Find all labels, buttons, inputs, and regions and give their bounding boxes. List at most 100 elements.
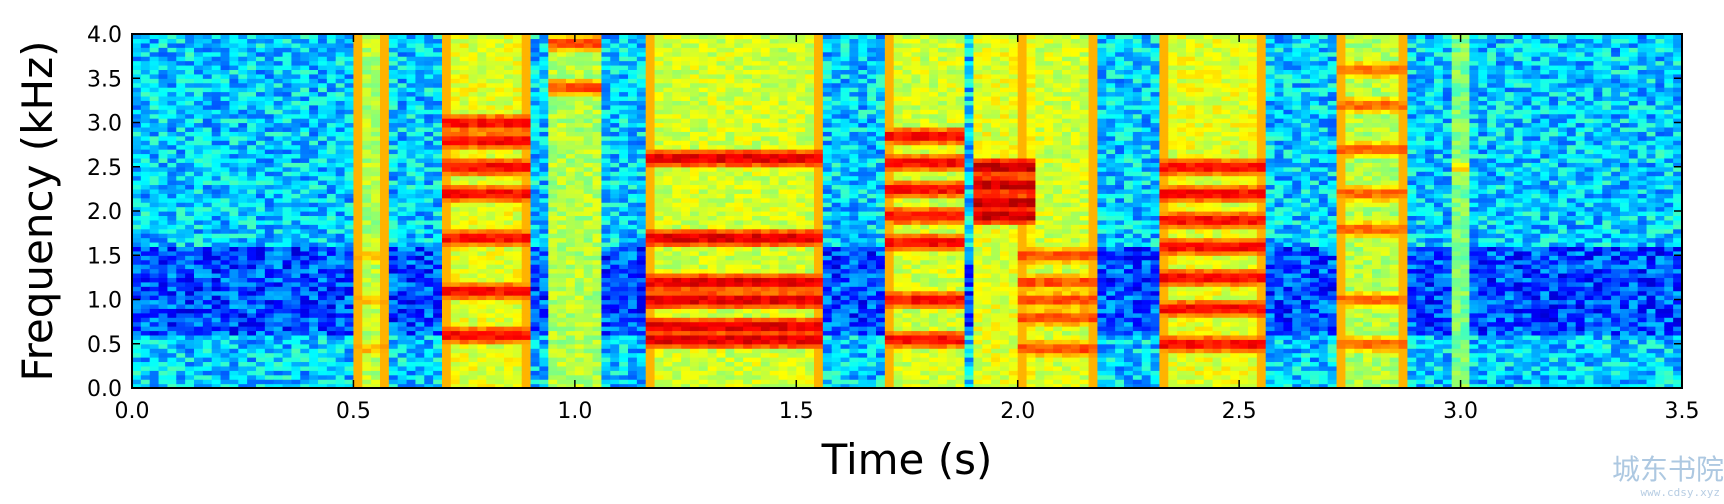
heatmap-cell bbox=[397, 175, 408, 181]
heatmap-cell bbox=[548, 228, 558, 234]
heatmap-cell bbox=[282, 219, 293, 225]
heatmap-cell bbox=[300, 268, 310, 274]
heatmap-cell bbox=[459, 162, 470, 168]
heatmap-cell bbox=[628, 60, 638, 66]
heatmap-cell bbox=[185, 140, 195, 146]
heatmap-cell bbox=[344, 82, 355, 88]
heatmap-cell bbox=[583, 290, 594, 296]
heatmap-cell bbox=[264, 122, 275, 128]
heatmap-cell bbox=[380, 246, 390, 252]
heatmap-cell bbox=[238, 277, 248, 283]
heatmap-cell bbox=[282, 303, 293, 309]
heatmap-cell bbox=[495, 78, 505, 84]
heatmap-cell bbox=[583, 104, 594, 110]
heatmap-cell bbox=[344, 224, 355, 230]
heatmap-cell bbox=[495, 383, 505, 389]
heatmap-cell bbox=[158, 113, 169, 119]
heatmap-cell bbox=[140, 334, 151, 340]
heatmap-cell bbox=[264, 42, 275, 48]
heatmap-cell bbox=[415, 193, 425, 199]
heatmap-cell bbox=[202, 47, 213, 53]
heatmap-cell bbox=[495, 113, 505, 119]
heatmap-cell bbox=[256, 95, 266, 101]
heatmap-cell bbox=[220, 224, 231, 230]
heatmap-cell bbox=[566, 334, 576, 340]
heatmap-cell bbox=[663, 171, 673, 177]
heatmap-cell bbox=[397, 153, 408, 159]
heatmap-cell bbox=[415, 184, 425, 190]
heatmap-cell bbox=[636, 95, 647, 101]
heatmap-cell bbox=[592, 100, 603, 106]
heatmap-cell bbox=[681, 299, 691, 305]
heatmap-cell bbox=[574, 91, 585, 97]
heatmap-cell bbox=[504, 56, 514, 62]
heatmap-cell bbox=[424, 370, 434, 376]
heatmap-cell bbox=[477, 64, 487, 70]
heatmap-cell bbox=[318, 91, 328, 97]
heatmap-cell bbox=[273, 206, 284, 212]
heatmap-cell bbox=[450, 126, 461, 132]
heatmap-cell bbox=[548, 180, 558, 186]
heatmap-cell bbox=[619, 206, 629, 212]
heatmap-cell bbox=[344, 370, 355, 376]
heatmap-cell bbox=[583, 42, 594, 48]
heatmap-cell bbox=[495, 197, 505, 203]
heatmap-cell bbox=[504, 82, 514, 88]
heatmap-cell bbox=[149, 47, 160, 53]
heatmap-cell bbox=[176, 241, 186, 247]
heatmap-cell bbox=[318, 73, 328, 79]
heatmap-cell bbox=[362, 361, 372, 367]
heatmap-cell bbox=[318, 352, 328, 358]
heatmap-cell bbox=[681, 383, 691, 389]
heatmap-cell bbox=[601, 334, 611, 340]
heatmap-cell bbox=[380, 100, 390, 106]
heatmap-cell bbox=[371, 34, 381, 40]
heatmap-cell bbox=[548, 330, 558, 336]
heatmap-cell bbox=[424, 361, 434, 367]
heatmap-cell bbox=[610, 334, 620, 340]
heatmap-cell bbox=[388, 157, 399, 163]
heatmap-cell bbox=[380, 153, 390, 159]
heatmap-cell bbox=[619, 312, 629, 318]
heatmap-cell bbox=[318, 264, 328, 270]
heatmap-cell bbox=[300, 259, 310, 265]
heatmap-cell bbox=[433, 95, 443, 101]
heatmap-cell bbox=[371, 334, 381, 340]
heatmap-cell bbox=[149, 370, 160, 376]
heatmap-cell bbox=[371, 348, 381, 354]
heatmap-cell bbox=[344, 312, 355, 318]
heatmap-cell bbox=[654, 109, 665, 115]
heatmap-cell bbox=[300, 365, 310, 371]
heatmap-cell bbox=[264, 255, 275, 261]
heatmap-cell bbox=[309, 188, 319, 194]
heatmap-cell bbox=[300, 144, 310, 150]
heatmap-cell bbox=[371, 166, 381, 172]
heatmap-cell bbox=[300, 343, 310, 349]
heatmap-cell bbox=[273, 64, 284, 70]
heatmap-cell bbox=[574, 180, 585, 186]
heatmap-cell bbox=[433, 149, 443, 155]
heatmap-cell bbox=[362, 126, 372, 132]
heatmap-cell bbox=[468, 233, 479, 239]
heatmap-cell bbox=[318, 237, 328, 243]
heatmap-cell bbox=[273, 113, 284, 119]
heatmap-cell bbox=[132, 272, 142, 278]
heatmap-cell bbox=[140, 255, 151, 261]
heatmap-cell bbox=[450, 193, 461, 199]
heatmap-cell bbox=[566, 73, 576, 79]
heatmap-cell bbox=[636, 135, 647, 141]
heatmap-cell bbox=[645, 202, 656, 208]
heatmap-cell bbox=[185, 126, 195, 132]
heatmap-cell bbox=[344, 34, 355, 40]
heatmap-cell bbox=[185, 56, 195, 62]
heatmap-cell bbox=[238, 78, 248, 84]
heatmap-cell bbox=[335, 281, 346, 287]
heatmap-cell bbox=[140, 264, 151, 270]
heatmap-cell bbox=[663, 149, 673, 155]
heatmap-cell bbox=[442, 47, 452, 53]
heatmap-cell bbox=[256, 277, 266, 283]
heatmap-cell bbox=[238, 264, 248, 270]
heatmap-cell bbox=[194, 206, 204, 212]
heatmap-cell bbox=[264, 361, 275, 367]
heatmap-cell bbox=[167, 374, 177, 380]
